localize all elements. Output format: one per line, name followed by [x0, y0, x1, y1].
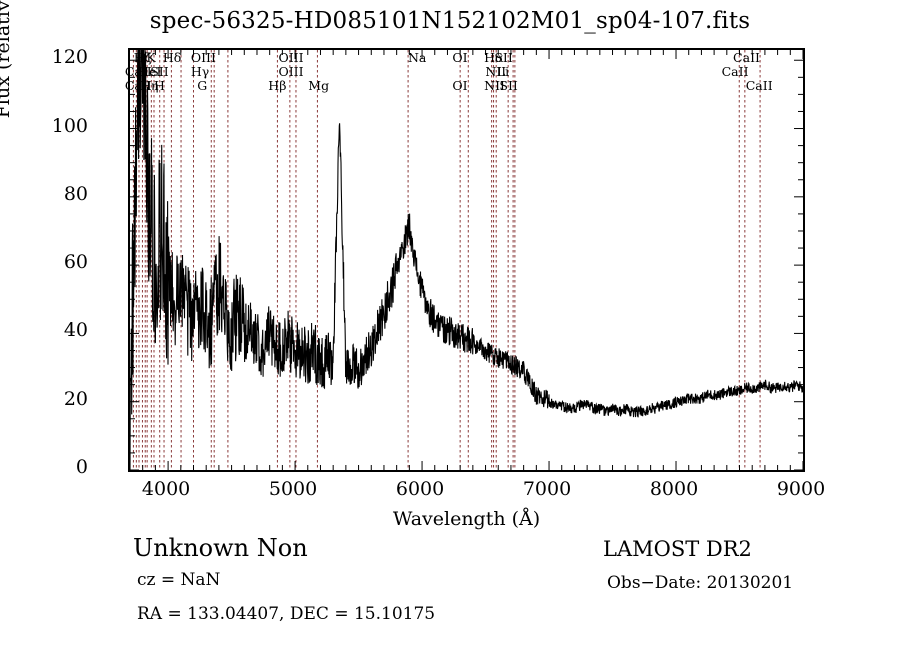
x-tick-label: 5000: [268, 478, 318, 500]
axis-inner-ticks: [130, 50, 803, 470]
spectral-line-label: CaII: [721, 64, 749, 79]
spectral-line-label: Hζ: [133, 50, 152, 65]
x-axis-label: Wavelength (Å): [392, 508, 541, 530]
spectrum-svg: [130, 50, 803, 470]
spectral-line-label: SII: [494, 50, 513, 65]
redshift-value: cz = NaN: [137, 570, 221, 590]
spectral-line-label: CaII: [124, 64, 152, 79]
spectral-line-label: SII: [499, 78, 518, 93]
spectral-line-label: CaII: [745, 78, 773, 93]
x-tick-label: 8000: [649, 478, 699, 500]
spectral-line-label: OIII: [190, 50, 216, 65]
x-tick-label: 9000: [776, 478, 826, 500]
spectral-line-label: H: [154, 78, 165, 93]
spectral-line-label: Hα: [484, 50, 504, 65]
plot-canvas: [130, 50, 803, 470]
y-tick-label: 40: [63, 319, 88, 342]
x-tick-label: 6000: [395, 478, 445, 500]
y-tick-label: 100: [51, 114, 88, 137]
spectral-line-label: K: [146, 50, 156, 65]
coordinates: RA = 133.04407, DEC = 15.10175: [137, 604, 436, 624]
spectral-line-label: NII: [485, 64, 507, 79]
spectral-line-label: Hη: [140, 78, 159, 93]
spectral-line-label: HeI: [138, 64, 162, 79]
y-tick-label: 60: [63, 251, 88, 274]
x-tick-label: 7000: [522, 478, 572, 500]
spectral-line-label: Hβ: [268, 78, 287, 93]
y-tick-label: 0: [75, 456, 88, 478]
y-tick-label: 80: [63, 182, 88, 205]
spectral-line-label: OIII: [278, 50, 304, 65]
survey-name: LAMOST DR2: [603, 537, 752, 561]
y-tick-label: 20: [63, 387, 88, 410]
spectral-line-label: OIII: [278, 64, 304, 79]
spectral-line-label: NII: [484, 78, 505, 93]
spectral-line-label: SII: [150, 64, 169, 79]
spectral-line-label: G: [197, 78, 208, 93]
spectral-line-label: Mg: [308, 78, 330, 93]
spectral-line-label: CaII: [124, 78, 152, 93]
spectrum-plot: CaII CaII Hζ HeI Hη K SII H Hδ OIII Hγ G OIII OIII Hβ M…: [124, 48, 805, 472]
spectral-line-label: Li: [496, 64, 510, 79]
spectral-line-label: OI: [452, 50, 468, 65]
spectral-line-label: Na: [407, 50, 427, 65]
spectral-line-label: Hδ: [162, 50, 182, 65]
x-tick-label: 4000: [141, 478, 191, 500]
y-tick-label: 120: [51, 46, 88, 69]
observation-date: Obs−Date: 20130201: [607, 573, 794, 593]
page-title: spec-56325-HD085101N152102M01_sp04-107.f…: [149, 8, 751, 34]
spectral-line-label: CaII: [733, 50, 760, 65]
y-axis-label: Flux (relative): [0, 0, 14, 119]
spectrum-trace: [130, 50, 803, 470]
object-classification: Unknown Non: [133, 534, 308, 562]
spectral-line-label: Hγ: [190, 64, 210, 79]
spectral-line-label: OI: [452, 78, 468, 93]
